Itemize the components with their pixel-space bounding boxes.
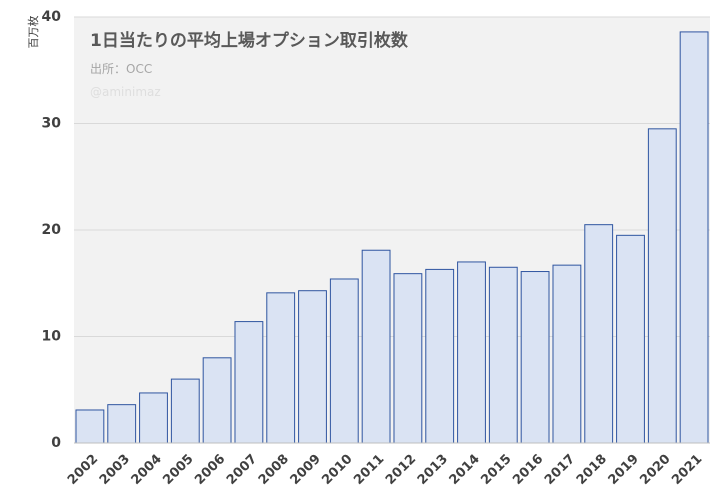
y-tick-label: 10 [42, 329, 62, 345]
bar-2012 [393, 273, 423, 444]
bar-2021 [679, 31, 709, 444]
chart-title: 1日当たりの平均上場オプション取引枚数 [90, 30, 409, 51]
bar-2002 [75, 409, 105, 444]
y-tick-label: 30 [42, 116, 62, 132]
x-tick-label: 2009 [288, 452, 324, 488]
bar-2009 [298, 290, 327, 444]
x-axis-ticks: 2002200320042005200620072008200920102011… [65, 452, 705, 488]
x-tick-label: 2011 [351, 452, 387, 488]
bar-2018 [584, 224, 614, 444]
bar-2006 [202, 357, 232, 444]
x-tick-label: 2006 [192, 452, 228, 488]
bar-2019 [616, 234, 645, 444]
bar-2010 [329, 278, 359, 444]
x-tick-label: 2007 [224, 452, 260, 488]
bar-2016 [520, 271, 550, 444]
y-tick-label: 40 [42, 9, 62, 25]
bar-2015 [488, 266, 518, 444]
bar-2003 [107, 404, 137, 444]
x-tick-label: 2002 [65, 452, 101, 488]
bar-2004 [139, 392, 168, 444]
x-tick-label: 2016 [510, 452, 546, 488]
x-tick-label: 2017 [542, 452, 578, 488]
x-tick-label: 2019 [606, 452, 642, 488]
bar-2014 [457, 261, 486, 444]
bar-2013 [425, 268, 455, 444]
x-tick-label: 2010 [319, 452, 355, 488]
x-tick-label: 2014 [447, 452, 483, 488]
x-tick-label: 2008 [256, 452, 292, 488]
bar-2020 [647, 128, 677, 444]
x-tick-label: 2004 [129, 452, 165, 488]
bars [75, 31, 709, 444]
x-tick-label: 2021 [669, 452, 705, 488]
x-tick-label: 2005 [160, 452, 196, 488]
x-tick-label: 2012 [383, 452, 419, 488]
chart-source: 出所：OCC [90, 62, 152, 76]
y-tick-label: 20 [42, 222, 62, 238]
y-tick-label: 0 [51, 435, 61, 451]
watermark: @aminimaz [90, 85, 161, 99]
x-tick-label: 2018 [574, 452, 610, 488]
y-axis-ticks: 0 10 20 30 40 [42, 9, 62, 451]
bar-2011 [361, 249, 391, 444]
x-tick-label: 2015 [478, 452, 514, 488]
x-tick-label: 2020 [637, 452, 673, 488]
bar-2017 [552, 264, 582, 444]
bar-2008 [266, 292, 296, 444]
x-tick-label: 2013 [415, 452, 451, 488]
bar-2007 [234, 321, 264, 444]
x-tick-label: 2003 [97, 452, 133, 488]
y-axis-label: 百万枚 [26, 16, 40, 49]
bar-2005 [170, 378, 200, 444]
